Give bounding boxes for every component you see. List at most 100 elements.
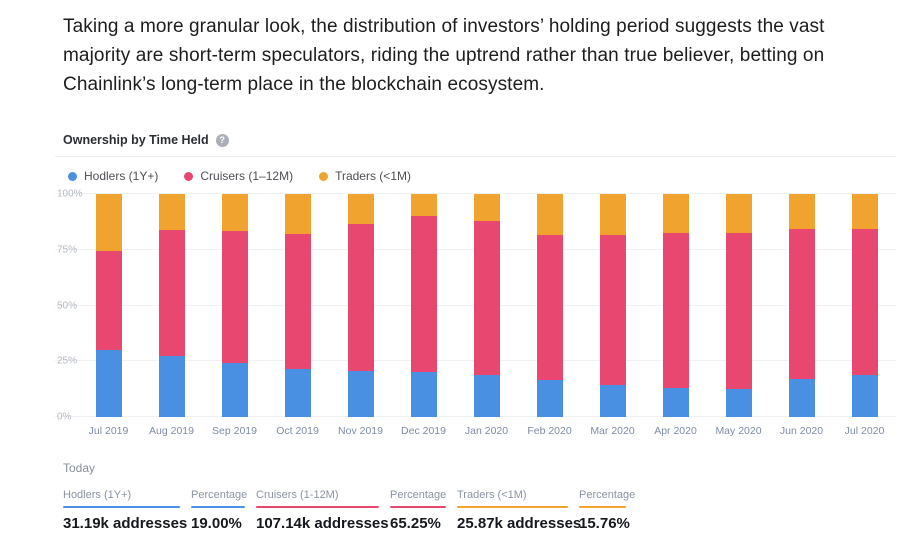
bar-segment-cruisers[interactable] xyxy=(851,229,878,375)
bar-segment-hodlers[interactable] xyxy=(284,369,311,417)
bar-segment-hodlers[interactable] xyxy=(662,388,689,417)
bar-segment-hodlers[interactable] xyxy=(221,363,248,417)
bar-segment-traders[interactable] xyxy=(284,194,311,235)
bar-stack-nov-2019[interactable] xyxy=(347,194,374,417)
bar-segment-hodlers[interactable] xyxy=(725,389,752,417)
x-axis-tick-label: Jul 2019 xyxy=(88,425,129,437)
bar-segment-traders[interactable] xyxy=(347,194,374,225)
bar-segment-cruisers[interactable] xyxy=(536,235,563,381)
bar-segment-traders[interactable] xyxy=(536,194,563,236)
page: Taking a more granular look, the distrib… xyxy=(0,12,910,543)
bar-segment-cruisers[interactable] xyxy=(95,250,122,351)
today-col-value: 107.14k addresses xyxy=(256,515,389,532)
today-col-underline xyxy=(579,506,626,508)
bar-segment-traders[interactable] xyxy=(599,194,626,236)
bar-segment-hodlers[interactable] xyxy=(599,384,626,417)
x-axis-tick-label: Mar 2020 xyxy=(590,425,635,437)
bar-stack-jun-2020[interactable] xyxy=(788,194,815,417)
bar-segment-cruisers[interactable] xyxy=(347,224,374,372)
plot-area: 0% 25% 50% 75% 100% xyxy=(55,189,896,423)
bar-cell xyxy=(455,194,518,417)
today-col-underline xyxy=(457,506,568,508)
y-axis-tick-label: 100% xyxy=(57,188,83,200)
bars-row xyxy=(55,194,896,417)
bar-segment-traders[interactable] xyxy=(473,194,500,221)
bar-segment-cruisers[interactable] xyxy=(788,228,815,380)
today-col-traders-addresses: Traders (<1M) 25.87k addresses xyxy=(457,489,582,532)
bar-segment-hodlers[interactable] xyxy=(788,379,815,417)
legend-dot-icon xyxy=(68,171,77,181)
y-axis-tick-label: 50% xyxy=(57,300,78,311)
today-row: Hodlers (1Y+) 31.19k addresses Percentage 1… xyxy=(63,489,910,532)
bar-stack-jul-2020[interactable] xyxy=(851,194,878,417)
bar-stack-jul-2019[interactable] xyxy=(95,194,122,417)
grid-line xyxy=(55,193,896,194)
bar-cell xyxy=(266,194,329,417)
today-col-value: 25.87k addresses xyxy=(457,515,582,532)
bar-cell xyxy=(644,194,707,417)
bar-segment-hodlers[interactable] xyxy=(851,374,878,417)
bar-segment-cruisers[interactable] xyxy=(284,234,311,370)
bar-stack-dec-2019[interactable] xyxy=(410,194,437,417)
bar-segment-traders[interactable] xyxy=(788,194,815,229)
today-col-underline xyxy=(191,506,245,508)
bar-segment-traders[interactable] xyxy=(158,194,185,230)
help-icon[interactable]: ? xyxy=(215,133,229,147)
bar-cell xyxy=(140,194,203,417)
y-axis-tick-label: 0% xyxy=(57,411,72,423)
today-col-hodlers-percentage: Percentage 19.00% xyxy=(191,489,256,532)
bar-cell xyxy=(770,194,833,417)
bar-segment-traders[interactable] xyxy=(662,194,689,234)
bar-segment-hodlers[interactable] xyxy=(410,372,437,417)
bar-segment-traders[interactable] xyxy=(95,194,122,251)
bar-segment-cruisers[interactable] xyxy=(473,220,500,375)
x-axis-tick-label: Jun 2020 xyxy=(779,425,824,437)
bar-cell xyxy=(518,194,581,417)
bar-stack-may-2020[interactable] xyxy=(725,194,752,417)
legend-label: Traders (<1M) xyxy=(335,169,411,183)
bar-segment-cruisers[interactable] xyxy=(662,233,689,389)
bar-stack-jan-2020[interactable] xyxy=(473,194,500,417)
legend-dot-icon xyxy=(319,171,329,181)
bar-stack-sep-2019[interactable] xyxy=(221,194,248,417)
bar-segment-hodlers[interactable] xyxy=(473,374,500,417)
bar-segment-cruisers[interactable] xyxy=(410,216,437,373)
bar-segment-traders[interactable] xyxy=(725,194,752,234)
bar-cell xyxy=(329,194,392,417)
bar-segment-hodlers[interactable] xyxy=(158,355,185,417)
bar-segment-traders[interactable] xyxy=(221,194,248,231)
bar-segment-cruisers[interactable] xyxy=(158,229,185,356)
bar-stack-mar-2020[interactable] xyxy=(599,194,626,417)
legend-item-traders[interactable]: Traders (<1M) xyxy=(319,169,411,183)
x-axis-tick-label: Feb 2020 xyxy=(527,425,572,437)
today-col-value: 19.00% xyxy=(191,515,242,532)
today-col-underline xyxy=(256,506,379,508)
legend-label: Cruisers (1–12M) xyxy=(200,169,294,183)
x-axis-tick-label: Aug 2019 xyxy=(149,425,194,437)
bar-segment-cruisers[interactable] xyxy=(725,233,752,390)
today-col-value: 31.19k addresses xyxy=(63,515,188,532)
bar-cell xyxy=(77,194,140,417)
chart-title: Ownership by Time Held xyxy=(63,133,209,147)
bar-segment-traders[interactable] xyxy=(851,194,878,230)
x-axis-tick-label: Nov 2019 xyxy=(338,425,383,437)
bar-stack-aug-2019[interactable] xyxy=(158,194,185,417)
today-col-value: 65.25% xyxy=(390,515,441,532)
bar-segment-cruisers[interactable] xyxy=(221,230,248,364)
bar-stack-apr-2020[interactable] xyxy=(662,194,689,417)
bar-segment-hodlers[interactable] xyxy=(95,350,122,417)
bar-stack-oct-2019[interactable] xyxy=(284,194,311,417)
bar-cell xyxy=(203,194,266,417)
legend-item-cruisers[interactable]: Cruisers (1–12M) xyxy=(184,169,293,183)
chart-legend: Hodlers (1Y+) Cruisers (1–12M) Traders (<1… xyxy=(55,157,896,194)
bar-segment-hodlers[interactable] xyxy=(536,380,563,417)
bar-segment-traders[interactable] xyxy=(410,194,437,217)
bar-segment-cruisers[interactable] xyxy=(599,235,626,385)
bar-stack-feb-2020[interactable] xyxy=(536,194,563,417)
today-col-underline xyxy=(63,506,180,508)
bar-segment-hodlers[interactable] xyxy=(347,371,374,417)
legend-item-hodlers[interactable]: Hodlers (1Y+) xyxy=(68,169,158,183)
today-section: Today Hodlers (1Y+) 31.19k addresses Perce… xyxy=(63,461,910,532)
chart-header: Ownership by Time Held ? xyxy=(55,133,896,157)
x-axis-tick-label: May 2020 xyxy=(715,425,762,437)
